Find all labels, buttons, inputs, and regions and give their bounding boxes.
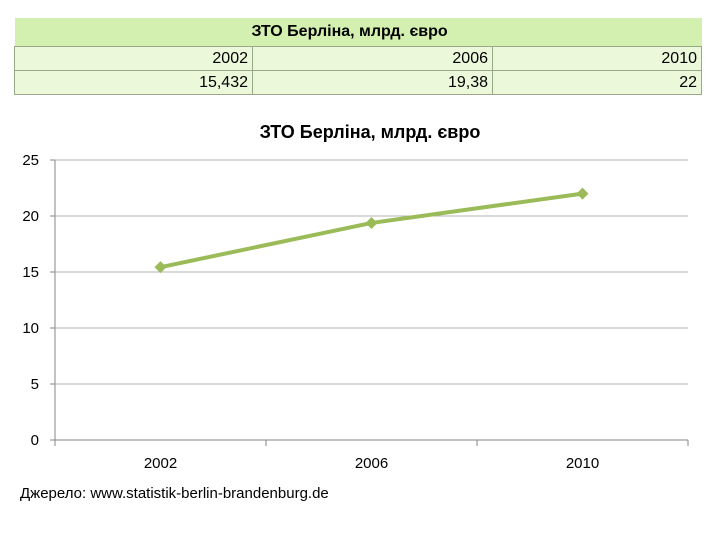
x-tick-label: 2002 xyxy=(144,455,177,472)
table-cell-year: 2010 xyxy=(492,46,702,71)
table-cell-value: 22 xyxy=(492,70,702,95)
y-tick-label: 25 xyxy=(22,152,39,169)
x-tick-label: 2006 xyxy=(355,455,388,472)
table-cell-value: 15,432 xyxy=(14,70,253,95)
y-tick-label: 0 xyxy=(31,432,39,449)
table-cell-value: 19,38 xyxy=(252,70,493,95)
y-tick-label: 20 xyxy=(22,208,39,225)
data-table: ЗТО Берліна, млрд. євро 2002 2006 2010 1… xyxy=(14,18,702,95)
line-chart: ЗТО Берліна, млрд. євро 0 5 10 15 20 25 2002 20… xyxy=(22,122,689,472)
y-tick-label: 5 xyxy=(31,376,39,393)
table-title: ЗТО Берліна, млрд. євро xyxy=(251,23,448,40)
table-row-values: 15,432 19,38 22 xyxy=(14,70,702,95)
table-cell-year: 2002 xyxy=(14,46,253,71)
y-tick-label: 10 xyxy=(22,320,39,337)
chart-title: ЗТО Берліна, млрд. євро xyxy=(260,122,481,142)
source-note: Джерело: www.statistik-berlin-brandenbur… xyxy=(20,485,329,502)
data-point-marker xyxy=(576,187,589,200)
data-point-marker xyxy=(154,261,167,274)
y-tick-label: 15 xyxy=(22,264,39,281)
series-line xyxy=(160,191,583,270)
data-point-marker xyxy=(365,216,378,229)
table-title-cell: ЗТО Берліна, млрд. євро xyxy=(14,18,702,47)
x-tick-label: 2010 xyxy=(566,455,599,472)
